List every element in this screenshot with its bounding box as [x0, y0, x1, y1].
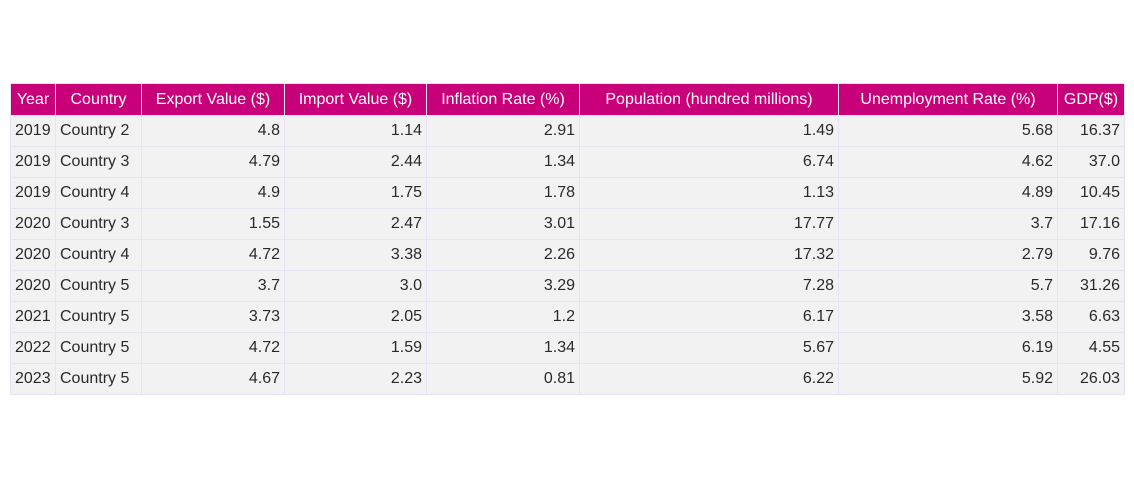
cell-import-value: 2.23 — [284, 363, 427, 395]
cell-year: 2020 — [10, 239, 56, 271]
table-row: 2022 Country 5 4.72 1.59 1.34 5.67 6.19 4.55 — [10, 332, 1125, 364]
cell-gdp: 16.37 — [1057, 115, 1125, 147]
cell-year: 2019 — [10, 115, 56, 147]
cell-gdp: 31.26 — [1057, 270, 1125, 302]
cell-population-hundred-millions: 5.67 — [579, 332, 839, 364]
cell-unemployment-rate: 4.62 — [838, 146, 1058, 178]
cell-country: Country 5 — [55, 301, 142, 333]
cell-year: 2020 — [10, 208, 56, 240]
cell-unemployment-rate: 3.58 — [838, 301, 1058, 333]
cell-import-value: 3.38 — [284, 239, 427, 271]
cell-inflation-rate: 0.81 — [426, 363, 580, 395]
cell-inflation-rate: 2.26 — [426, 239, 580, 271]
cell-country: Country 3 — [55, 208, 142, 240]
table-row: 2019 Country 4 4.9 1.75 1.78 1.13 4.89 10.45 — [10, 177, 1125, 209]
cell-population-hundred-millions: 6.17 — [579, 301, 839, 333]
cell-import-value: 1.75 — [284, 177, 427, 209]
cell-unemployment-rate: 2.79 — [838, 239, 1058, 271]
column-header-gdp: GDP($) — [1057, 83, 1125, 116]
cell-population-hundred-millions: 7.28 — [579, 270, 839, 302]
column-header-population-hundred-millions: Population (hundred millions) — [579, 83, 839, 116]
cell-gdp: 26.03 — [1057, 363, 1125, 395]
column-header-country: Country — [55, 83, 142, 116]
cell-import-value: 3.0 — [284, 270, 427, 302]
cell-gdp: 17.16 — [1057, 208, 1125, 240]
cell-import-value: 2.05 — [284, 301, 427, 333]
cell-export-value: 3.73 — [141, 301, 285, 333]
table-row: 2023 Country 5 4.67 2.23 0.81 6.22 5.92 26.03 — [10, 363, 1125, 395]
cell-export-value: 4.79 — [141, 146, 285, 178]
cell-inflation-rate: 2.91 — [426, 115, 580, 147]
cell-year: 2022 — [10, 332, 56, 364]
cell-country: Country 4 — [55, 239, 142, 271]
table-row: 2019 Country 3 4.79 2.44 1.34 6.74 4.62 37.0 — [10, 146, 1125, 178]
cell-export-value: 3.7 — [141, 270, 285, 302]
cell-country: Country 3 — [55, 146, 142, 178]
cell-population-hundred-millions: 6.74 — [579, 146, 839, 178]
cell-unemployment-rate: 5.92 — [838, 363, 1058, 395]
table-row: 2020 Country 4 4.72 3.38 2.26 17.32 2.79 9.76 — [10, 239, 1125, 271]
cell-inflation-rate: 1.2 — [426, 301, 580, 333]
cell-inflation-rate: 1.78 — [426, 177, 580, 209]
cell-export-value: 4.72 — [141, 332, 285, 364]
cell-gdp: 10.45 — [1057, 177, 1125, 209]
cell-population-hundred-millions: 1.49 — [579, 115, 839, 147]
cell-export-value: 4.9 — [141, 177, 285, 209]
cell-import-value: 2.47 — [284, 208, 427, 240]
table-body: 2019 Country 2 4.8 1.14 2.91 1.49 5.68 16.37 201… — [10, 115, 1125, 395]
data-table-container: Year Country Export Value ($) Import Value … — [10, 83, 1125, 395]
cell-year: 2019 — [10, 177, 56, 209]
cell-inflation-rate: 3.29 — [426, 270, 580, 302]
cell-country: Country 5 — [55, 363, 142, 395]
cell-population-hundred-millions: 1.13 — [579, 177, 839, 209]
cell-inflation-rate: 1.34 — [426, 332, 580, 364]
cell-unemployment-rate: 6.19 — [838, 332, 1058, 364]
cell-year: 2021 — [10, 301, 56, 333]
cell-export-value: 1.55 — [141, 208, 285, 240]
cell-inflation-rate: 1.34 — [426, 146, 580, 178]
cell-unemployment-rate: 5.7 — [838, 270, 1058, 302]
column-header-export-value: Export Value ($) — [141, 83, 285, 116]
header-row: Year Country Export Value ($) Import Value … — [10, 83, 1125, 116]
cell-gdp: 9.76 — [1057, 239, 1125, 271]
cell-gdp: 4.55 — [1057, 332, 1125, 364]
table-row: 2021 Country 5 3.73 2.05 1.2 6.17 3.58 6.63 — [10, 301, 1125, 333]
data-table: Year Country Export Value ($) Import Value … — [10, 83, 1125, 395]
cell-gdp: 37.0 — [1057, 146, 1125, 178]
cell-export-value: 4.72 — [141, 239, 285, 271]
cell-year: 2019 — [10, 146, 56, 178]
table-row: 2020 Country 5 3.7 3.0 3.29 7.28 5.7 31.26 — [10, 270, 1125, 302]
cell-import-value: 2.44 — [284, 146, 427, 178]
table-row: 2019 Country 2 4.8 1.14 2.91 1.49 5.68 16.37 — [10, 115, 1125, 147]
cell-population-hundred-millions: 17.32 — [579, 239, 839, 271]
cell-export-value: 4.8 — [141, 115, 285, 147]
cell-year: 2023 — [10, 363, 56, 395]
column-header-inflation-rate: Inflation Rate (%) — [426, 83, 580, 116]
table-header: Year Country Export Value ($) Import Value … — [10, 83, 1125, 116]
cell-country: Country 5 — [55, 270, 142, 302]
cell-country: Country 2 — [55, 115, 142, 147]
cell-gdp: 6.63 — [1057, 301, 1125, 333]
column-header-year: Year — [10, 83, 56, 116]
cell-population-hundred-millions: 17.77 — [579, 208, 839, 240]
cell-unemployment-rate: 3.7 — [838, 208, 1058, 240]
cell-unemployment-rate: 5.68 — [838, 115, 1058, 147]
cell-export-value: 4.67 — [141, 363, 285, 395]
column-header-import-value: Import Value ($) — [284, 83, 427, 116]
cell-year: 2020 — [10, 270, 56, 302]
cell-population-hundred-millions: 6.22 — [579, 363, 839, 395]
cell-country: Country 5 — [55, 332, 142, 364]
cell-unemployment-rate: 4.89 — [838, 177, 1058, 209]
cell-inflation-rate: 3.01 — [426, 208, 580, 240]
cell-import-value: 1.59 — [284, 332, 427, 364]
column-header-unemployment-rate: Unemployment Rate (%) — [838, 83, 1058, 116]
table-row: 2020 Country 3 1.55 2.47 3.01 17.77 3.7 17.16 — [10, 208, 1125, 240]
cell-country: Country 4 — [55, 177, 142, 209]
cell-import-value: 1.14 — [284, 115, 427, 147]
